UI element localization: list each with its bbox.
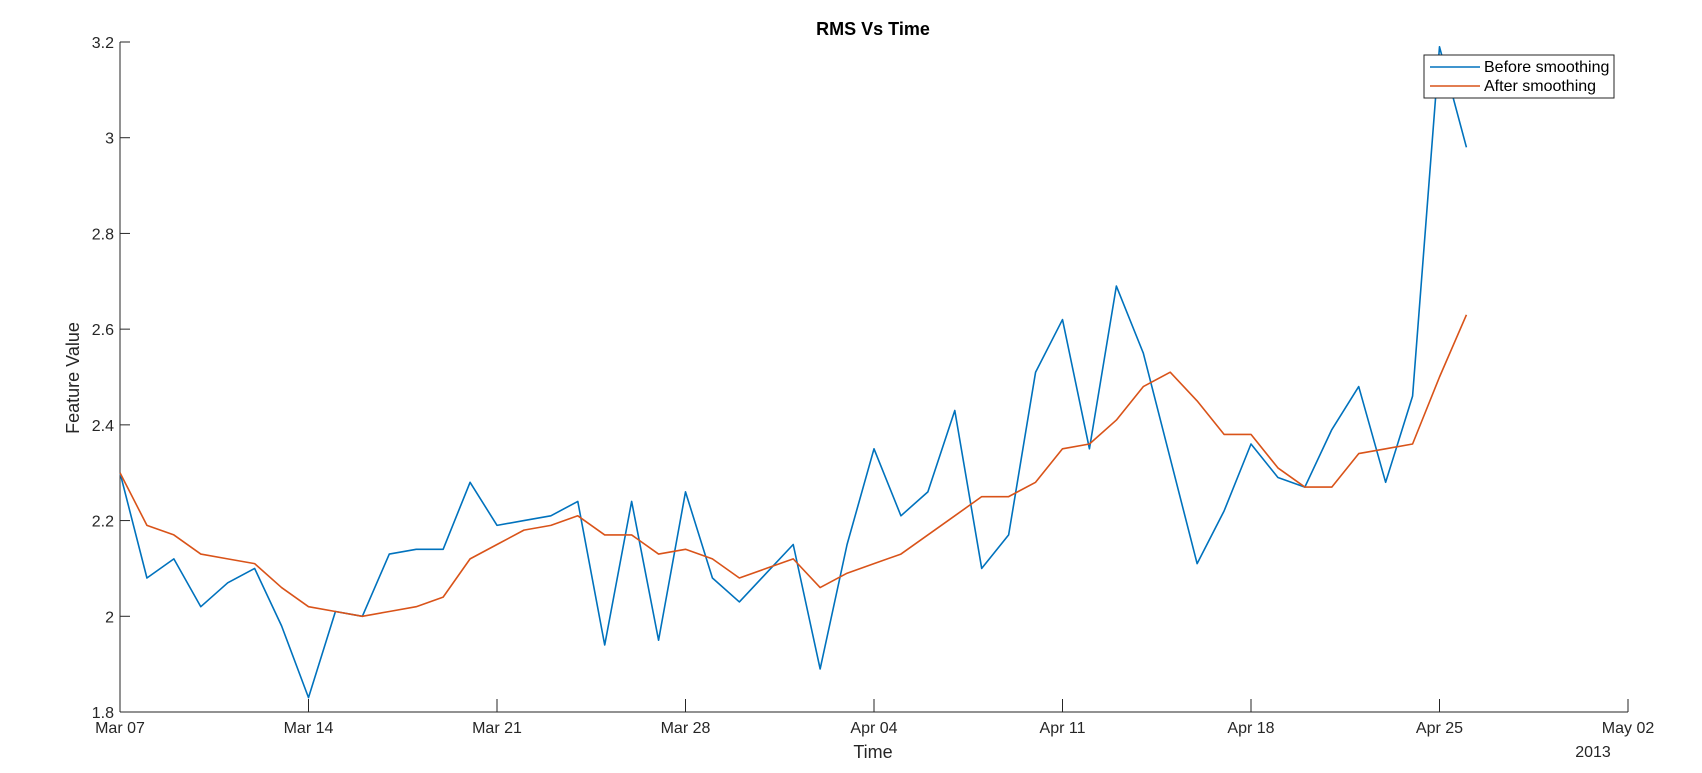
y-tick-label: 2.8 xyxy=(92,226,114,243)
y-tick-label: 3 xyxy=(105,131,114,148)
y-tick-label: 2.2 xyxy=(92,514,114,531)
x-tick-label: Apr 04 xyxy=(850,720,897,737)
series-line-before-smoothing xyxy=(119,45,1468,699)
x-axis-year-label: 2013 xyxy=(1575,744,1611,761)
y-tick-label: 2.4 xyxy=(92,418,114,435)
series-line-after-smoothing xyxy=(119,314,1468,618)
legend-entry-label: Before smoothing xyxy=(1484,59,1609,76)
y-tick-label: 2.6 xyxy=(92,322,114,339)
x-axis-label: Time xyxy=(853,742,892,762)
x-tick-label: Mar 07 xyxy=(95,720,145,737)
chart-title: RMS Vs Time xyxy=(816,19,930,39)
x-tick-label: May 02 xyxy=(1602,720,1655,737)
legend-box xyxy=(1423,54,1615,99)
x-tick-label: Apr 11 xyxy=(1040,720,1086,737)
y-tick-label: 1.8 xyxy=(92,705,114,722)
y-tick-label: 3.2 xyxy=(92,35,114,52)
legend: Before smoothing After smoothing xyxy=(1423,54,1615,99)
legend-entry-label: After smoothing xyxy=(1484,78,1596,95)
x-axis-ticks: Mar 07 Mar 14 Mar 21 Mar 28 Apr 04 Apr 11 Apr … xyxy=(95,699,1654,737)
x-tick-label: Apr 25 xyxy=(1416,720,1463,737)
x-tick-label: Mar 21 xyxy=(472,720,522,737)
x-tick-label: Mar 14 xyxy=(284,720,334,737)
plot-area: 1.822.22.42.62.833.2 Mar 07 Mar 14 Mar 21 M… xyxy=(92,35,1655,737)
x-tick-label: Apr 18 xyxy=(1227,720,1274,737)
y-axis-label: Feature Value xyxy=(63,322,83,434)
x-tick-label: Mar 28 xyxy=(661,720,711,737)
series-lines xyxy=(119,45,1468,699)
y-tick-label: 2 xyxy=(105,609,114,626)
y-axis-ticks: 1.8 2 2.2 2.4 2.6 2.8 3 3.2 xyxy=(92,35,130,722)
